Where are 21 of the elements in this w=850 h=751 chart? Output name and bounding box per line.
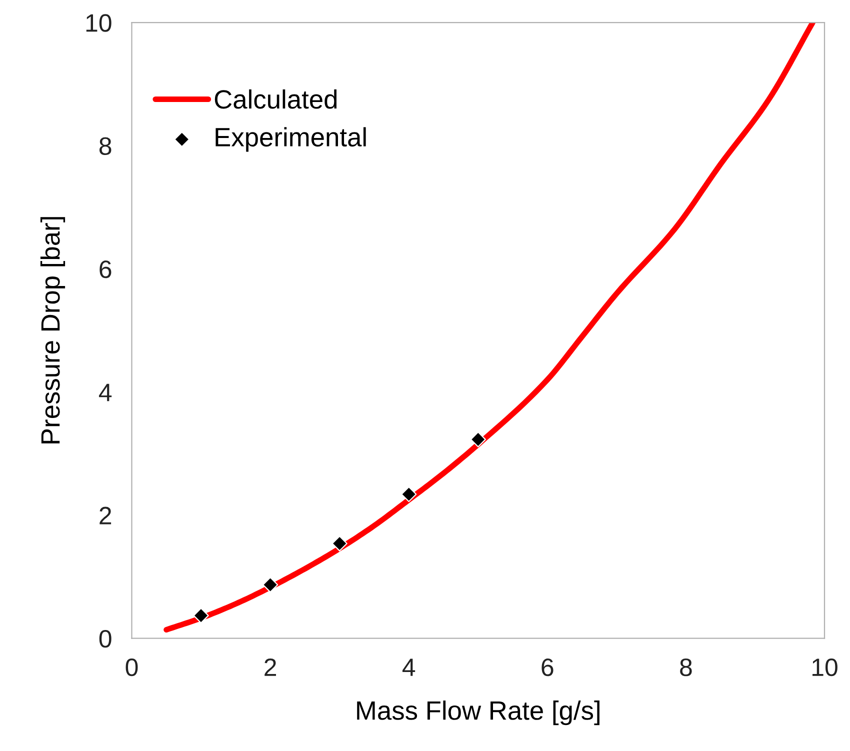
y-tick-label: 8 [99, 137, 112, 155]
point [332, 536, 348, 552]
point [401, 486, 417, 502]
x-axis-title: Mass Flow Rate [g/s] [357, 700, 600, 726]
y-tick-label: 6 [100, 260, 112, 278]
legend-label: Calculated [214, 89, 337, 109]
x-tick-label: 2 [264, 658, 276, 676]
point [470, 432, 486, 448]
y-axis-title: Pressure Drop [bar] [40, 217, 66, 444]
x-tick-label: 8 [680, 658, 692, 676]
point [262, 576, 278, 593]
y-tick-label: 4 [98, 384, 112, 402]
y-tick-label: 0 [99, 630, 112, 648]
point [193, 608, 209, 624]
x-tick-label: 4 [402, 658, 416, 676]
x-tick-label: 10 [812, 658, 838, 676]
x-tick-label: 6 [542, 658, 554, 676]
y-tick-label: 10 [86, 14, 112, 32]
legend-label: Experimental [216, 127, 366, 152]
y-tick-label: 2 [100, 506, 112, 524]
x-tick-label: 0 [126, 658, 138, 676]
